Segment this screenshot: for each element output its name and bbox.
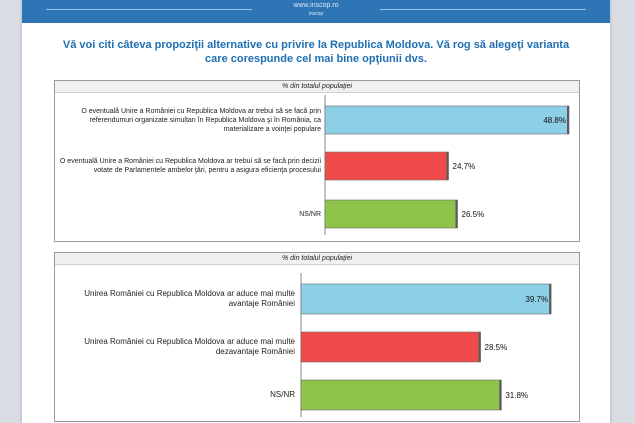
chart-2-bar-1 — [300, 283, 552, 315]
chart-1-bar-cap-2 — [446, 152, 449, 180]
chart-2-bar-2 — [300, 331, 481, 363]
chart-2-bar-cap-3 — [499, 380, 502, 410]
chart-2-bar-cap-2 — [478, 332, 481, 362]
chart-1-value-label-3: 26.5% — [462, 210, 485, 219]
chart-1-value-label-1: 48.8% — [543, 116, 566, 125]
chart-1-category-1: O eventuală Unire a României cu Republic… — [81, 107, 321, 133]
chart-2-plot: 39.7% 28.5% 31.8% — [300, 273, 552, 417]
chart-1-bar-1 — [324, 105, 570, 135]
chart-2-category-3: NS/NR — [270, 390, 295, 399]
report-page: www.inscop.ro inscop Vă voi citi câteva … — [22, 0, 610, 423]
page-title: Vă voi citi câteva propoziţii alternativ… — [62, 39, 570, 65]
chart-1-title: % din totalul populaţiei — [55, 81, 579, 93]
chart-2-bar-cap-1 — [549, 284, 552, 314]
chart-1-category-2: O eventuală Unire a României cu Republic… — [59, 158, 321, 174]
chart-2-category-2: Unirea României cu Republica Moldova ar … — [84, 337, 295, 356]
chart-1-plot: 48.8% 24.7% 26.5% — [324, 95, 570, 235]
chart-1-bar-cap-1 — [567, 106, 569, 134]
chart-1-value-label-2: 24.7% — [453, 162, 476, 171]
header-url: www.inscop.ro — [293, 2, 339, 9]
chart-2-title: % din totalul populaţiei — [55, 253, 579, 265]
chart-panel-1: % din totalul populaţiei O eventuală Uni… — [54, 80, 580, 242]
chart-1-bar-2 — [324, 151, 449, 181]
chart-2-category-1: Unirea României cu Republica Moldova ar … — [84, 289, 295, 308]
header-sub: inscop — [308, 11, 324, 17]
chart-2-bar-3 — [300, 379, 502, 411]
chart-1-bar-3 — [324, 199, 458, 229]
header-bar: www.inscop.ro inscop — [22, 0, 610, 23]
chart-1-category-3: NS/NR — [299, 210, 321, 218]
chart-panel-2: % din totalul populaţiei Unirea României… — [54, 252, 580, 422]
chart-2-value-label-2: 28.5% — [485, 343, 508, 352]
chart-1-bar-cap-3 — [455, 200, 458, 228]
chart-2-value-label-1: 39.7% — [525, 295, 548, 304]
header-rule-right — [380, 9, 586, 10]
header-rule-left — [46, 9, 252, 10]
chart-2-value-label-3: 31.8% — [505, 391, 528, 400]
